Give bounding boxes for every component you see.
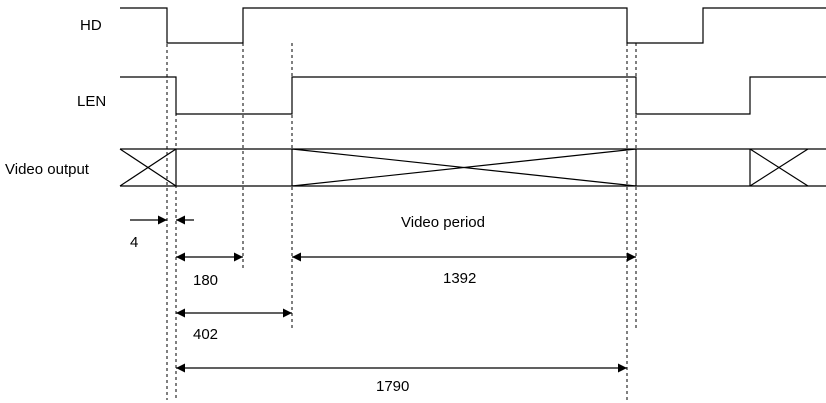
dimension-4: 4 bbox=[130, 215, 194, 251]
dimension-402: 402 bbox=[176, 308, 292, 343]
dimension-180: 180 bbox=[176, 252, 243, 289]
timing-guides bbox=[166, 8, 637, 400]
dimension-4-label: 4 bbox=[130, 234, 138, 251]
dimension-1392: Video period 1392 bbox=[292, 214, 636, 287]
dimension-180-label: 180 bbox=[193, 272, 218, 289]
hd-waveform bbox=[120, 7, 826, 44]
video-output-bus bbox=[119, 148, 826, 187]
video-output-signal-label: Video output bbox=[5, 161, 90, 178]
hd-signal-label: HD bbox=[80, 17, 102, 34]
len-waveform bbox=[120, 76, 826, 115]
dimension-1790-label: 1790 bbox=[376, 378, 409, 395]
dimension-1392-label: 1392 bbox=[443, 270, 476, 287]
video-period-label: Video period bbox=[401, 214, 485, 231]
len-signal-label: LEN bbox=[77, 93, 106, 110]
dimension-1790: 1790 bbox=[176, 363, 627, 395]
dimension-402-label: 402 bbox=[193, 326, 218, 343]
